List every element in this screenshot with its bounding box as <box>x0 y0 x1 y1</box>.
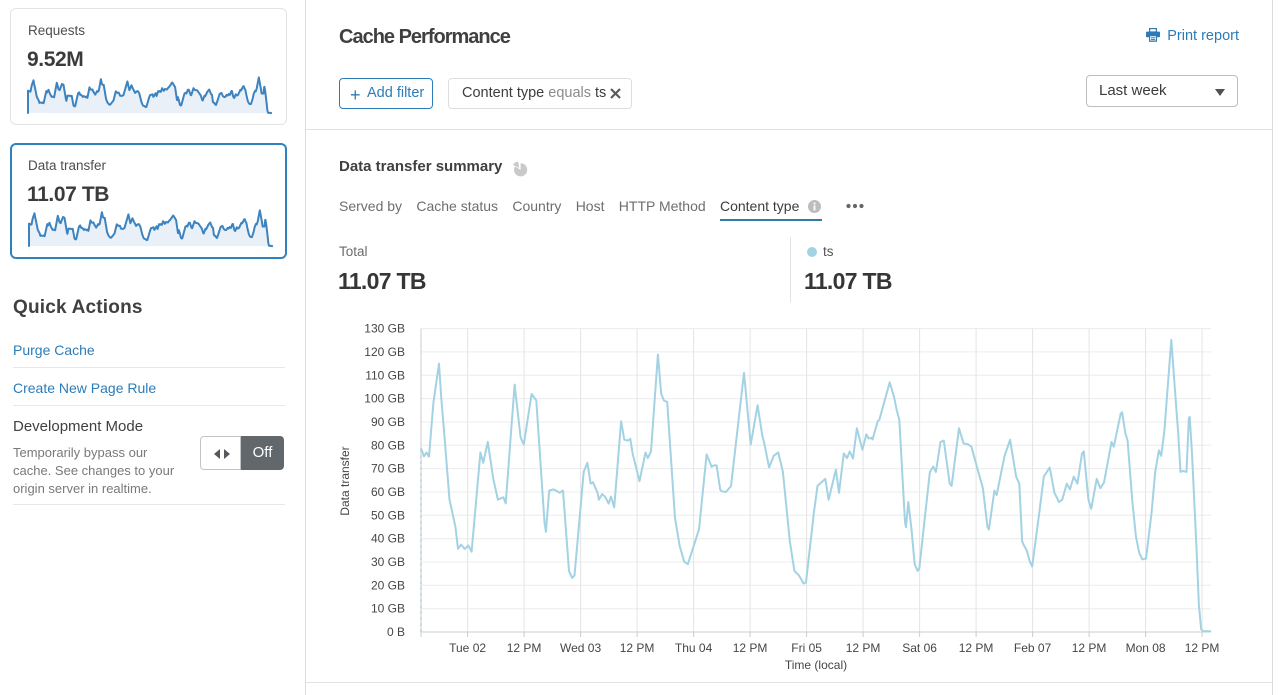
svg-text:50 GB: 50 GB <box>371 508 405 522</box>
svg-text:20 GB: 20 GB <box>371 578 405 592</box>
svg-text:Thu 04: Thu 04 <box>675 641 713 655</box>
svg-text:80 GB: 80 GB <box>371 438 405 452</box>
svg-text:Time (local): Time (local) <box>785 658 847 672</box>
svg-text:90 GB: 90 GB <box>371 415 405 429</box>
svg-text:Wed 03: Wed 03 <box>560 641 601 655</box>
svg-text:30 GB: 30 GB <box>371 555 405 569</box>
svg-text:12 PM: 12 PM <box>507 641 542 655</box>
svg-text:Fri 05: Fri 05 <box>791 641 822 655</box>
svg-text:60 GB: 60 GB <box>371 485 405 499</box>
svg-text:Mon 08: Mon 08 <box>1126 641 1166 655</box>
svg-text:12 PM: 12 PM <box>1072 641 1107 655</box>
svg-text:110 GB: 110 GB <box>365 368 405 382</box>
svg-text:130 GB: 130 GB <box>364 322 405 336</box>
svg-text:12 PM: 12 PM <box>959 641 994 655</box>
svg-text:12 PM: 12 PM <box>1185 641 1220 655</box>
svg-text:12 PM: 12 PM <box>620 641 655 655</box>
svg-text:120 GB: 120 GB <box>364 345 405 359</box>
svg-text:0 B: 0 B <box>387 625 405 639</box>
svg-text:Feb 07: Feb 07 <box>1014 641 1052 655</box>
svg-text:12 PM: 12 PM <box>733 641 768 655</box>
svg-text:12 PM: 12 PM <box>846 641 881 655</box>
svg-text:Data transfer: Data transfer <box>338 446 352 515</box>
svg-text:70 GB: 70 GB <box>371 462 405 476</box>
svg-text:40 GB: 40 GB <box>371 532 405 546</box>
svg-text:100 GB: 100 GB <box>364 392 405 406</box>
svg-text:Tue 02: Tue 02 <box>449 641 486 655</box>
svg-text:10 GB: 10 GB <box>371 602 405 616</box>
svg-text:Sat 06: Sat 06 <box>902 641 937 655</box>
